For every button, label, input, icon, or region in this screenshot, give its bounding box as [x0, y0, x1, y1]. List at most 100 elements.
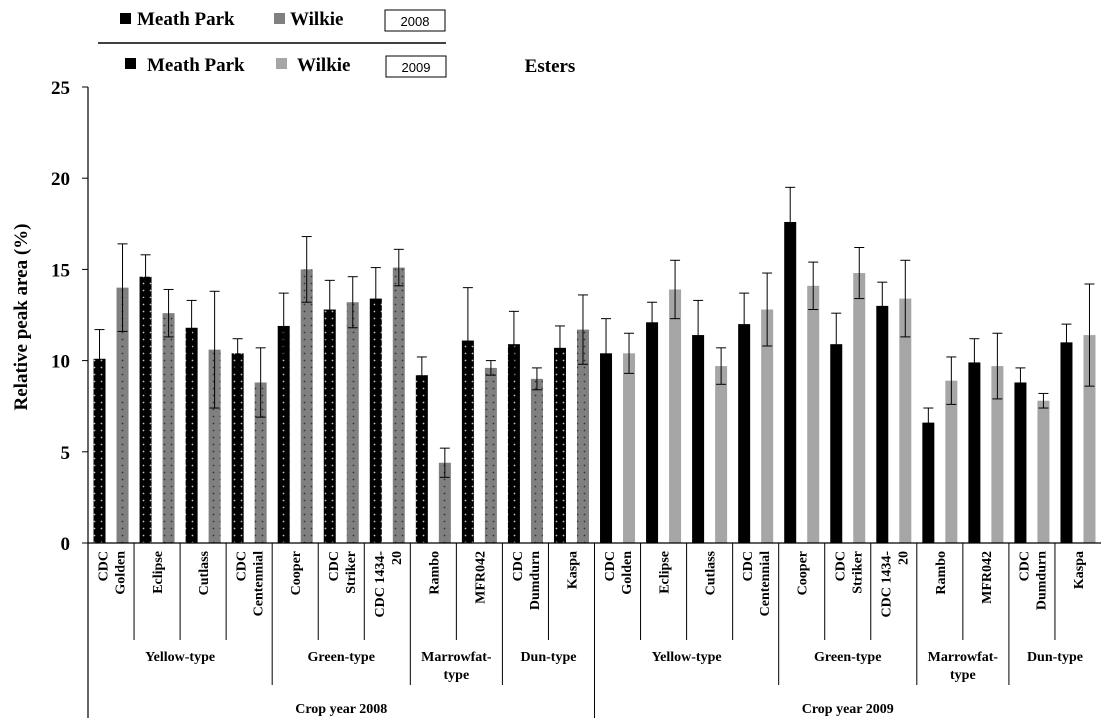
category-label: CDC — [741, 551, 756, 581]
y-tick-label: 15 — [51, 260, 70, 281]
category-label: Dumdurn — [528, 551, 543, 610]
bar-meath-park — [784, 221, 797, 543]
year-group-label: Crop year 2008 — [295, 702, 387, 717]
year-group-label: Crop year 2009 — [802, 702, 894, 717]
category-label: CDC — [603, 551, 618, 581]
type-group-label: Green-type — [814, 650, 881, 665]
category-label: CDC — [511, 551, 526, 581]
category-label: Centennial — [758, 551, 773, 616]
bar-wilkie — [300, 269, 313, 543]
category-label: CDC 1434- — [879, 551, 894, 618]
bar-meath-park — [231, 353, 244, 543]
bar-meath-park — [1060, 342, 1073, 543]
bar-meath-park — [922, 422, 935, 543]
bar-meath-park — [461, 340, 474, 543]
bar-wilkie — [715, 366, 728, 543]
y-tick-label: 0 — [61, 534, 71, 555]
y-tick-label: 20 — [51, 169, 70, 190]
bar-wilkie — [853, 273, 866, 543]
bar-meath-park — [277, 325, 290, 543]
bar-wilkie — [530, 378, 543, 543]
bar-meath-park — [738, 324, 751, 543]
legend-2009-meath-swatch — [125, 58, 136, 69]
bar-wilkie — [116, 287, 129, 543]
type-group-label: type — [950, 668, 976, 683]
bar-meath-park — [369, 298, 382, 543]
y-tick-label: 25 — [51, 78, 70, 99]
category-label: 20 — [390, 551, 405, 565]
category-label: Eclipse — [658, 551, 673, 594]
type-group-label: Marrowfat- — [928, 650, 999, 665]
bar-wilkie — [484, 367, 497, 543]
category-label: Kaspa — [1072, 551, 1087, 589]
legend-2008-wilkie-label: Wilkie — [290, 9, 344, 30]
legend-2008-wilkie-swatch — [274, 13, 285, 24]
bar-meath-park — [1014, 382, 1027, 543]
category-label: Cutlass — [197, 550, 212, 595]
legend-2009-year: 2009 — [402, 60, 431, 75]
legend-2008-year: 2008 — [401, 14, 430, 29]
bar-wilkie — [991, 366, 1004, 543]
bar-wilkie — [392, 267, 405, 543]
category-label: 20 — [896, 551, 911, 565]
bar-wilkie — [162, 313, 175, 543]
category-label: Golden — [114, 551, 129, 595]
category-label: Rambo — [427, 551, 442, 595]
type-group-label: Green-type — [308, 650, 375, 665]
type-group-label: Marrowfat- — [421, 650, 492, 665]
chart-title: Esters — [525, 56, 576, 77]
bar-meath-park — [185, 327, 198, 543]
legend-2008-year-box — [384, 9, 446, 32]
bar-meath-park — [968, 362, 981, 543]
bar-meath-park — [553, 347, 566, 543]
category-label: Centennial — [252, 551, 267, 616]
category-label: CDC — [235, 551, 250, 581]
bar-meath-park — [93, 358, 106, 543]
type-group-label: Yellow-type — [652, 650, 722, 665]
legend-2009-meath-label: Meath Park — [147, 55, 245, 76]
legend-2009-wilkie-label: Wilkie — [297, 55, 351, 76]
legend-2009: Meath Park Wilkie 2009 — [125, 55, 447, 78]
category-label: Striker — [344, 551, 359, 594]
bar-wilkie — [346, 302, 359, 543]
category-label: Striker — [850, 551, 865, 594]
category-label: Dumdurn — [1034, 551, 1049, 610]
category-label: Eclipse — [151, 551, 166, 594]
category-label: MFR042 — [980, 551, 995, 604]
bar-meath-park — [323, 309, 336, 543]
y-tick-label: 5 — [61, 443, 71, 464]
bar-wilkie — [254, 382, 267, 543]
legend-2008-meath-swatch — [120, 13, 131, 24]
bar-wilkie — [945, 380, 958, 543]
bar-wilkie — [1037, 400, 1050, 543]
bar-wilkie — [761, 309, 774, 543]
type-group-label: type — [444, 668, 470, 683]
bar-meath-park — [692, 335, 705, 543]
bar-meath-park — [415, 375, 428, 543]
type-group-label: Dun-type — [1027, 650, 1083, 665]
bar-wilkie — [899, 298, 912, 543]
bar-wilkie — [576, 329, 589, 543]
category-label: CDC — [833, 551, 848, 581]
category-label: Cutlass — [704, 550, 719, 595]
bar-meath-park — [139, 276, 152, 543]
category-label: CDC — [1017, 551, 1032, 581]
y-axis-label: Relative peak area (%) — [11, 224, 32, 411]
bar-wilkie — [438, 462, 451, 543]
bar-meath-park — [876, 305, 889, 543]
bar-wilkie — [208, 349, 221, 543]
category-label: CDC — [327, 551, 342, 581]
legend-2009-wilkie-swatch — [276, 58, 287, 69]
type-group-label: Yellow-type — [145, 650, 215, 665]
category-label: Golden — [620, 551, 635, 595]
category-label: CDC — [97, 551, 112, 581]
category-label: Cooper — [289, 551, 304, 595]
category-label: MFR042 — [473, 551, 488, 604]
bar-meath-park — [830, 344, 843, 543]
category-label: Cooper — [796, 551, 811, 595]
bar-wilkie — [669, 289, 682, 543]
bar-wilkie — [1083, 335, 1096, 543]
legend-2008-meath-label: Meath Park — [137, 9, 235, 30]
bar-wilkie — [623, 353, 636, 543]
